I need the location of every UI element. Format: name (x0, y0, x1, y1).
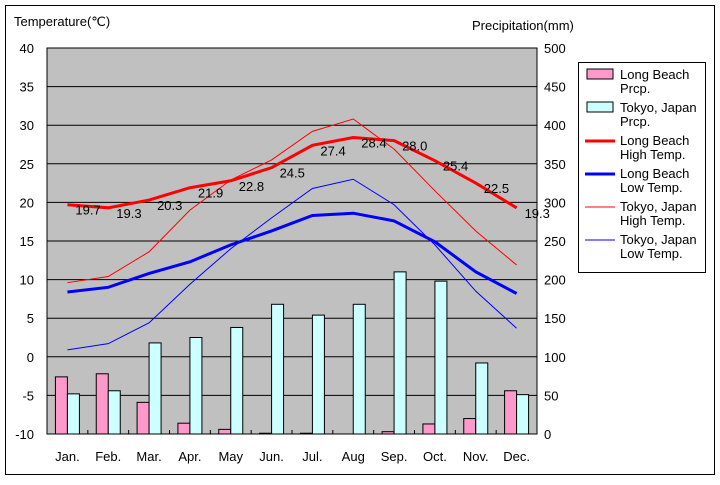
data-label: 28.4 (361, 136, 386, 151)
data-label: 21.9 (198, 186, 223, 201)
x-tick-label: Jul. (302, 449, 322, 464)
left-tick-label: 15 (20, 234, 34, 249)
left-tick-label: 0 (27, 350, 34, 365)
precip-bar (352, 303, 366, 435)
x-tick-label: Dec. (503, 449, 530, 464)
left-tick-label: 20 (20, 195, 34, 210)
y-left-label: Temperature(℃) (14, 14, 110, 29)
legend-label: Long Beach (620, 67, 689, 82)
precip-bar (230, 326, 244, 435)
precip-bar (218, 428, 232, 435)
legend-label: Prcp. (620, 81, 650, 96)
left-tick-label: 10 (20, 273, 34, 288)
right-tick-label: 0 (544, 427, 551, 442)
legend-label: Low Temp. (620, 180, 683, 195)
precip-bar (434, 280, 448, 435)
precip-bar (299, 432, 313, 435)
legend-swatch (586, 101, 614, 113)
precip-bar (463, 418, 477, 435)
precip-bar (393, 271, 407, 435)
data-label: 25.4 (443, 159, 468, 174)
legend-label: Long Beach (620, 133, 689, 148)
precip-bar (107, 390, 121, 435)
x-tick-label: Feb. (95, 449, 121, 464)
left-tick-label: 5 (27, 311, 34, 326)
data-label: 22.5 (484, 181, 509, 196)
legend-label: Tokyo, Japan (620, 199, 697, 214)
left-tick-label: -10 (15, 427, 34, 442)
data-label: 28.0 (402, 139, 427, 154)
precip-bar (177, 422, 191, 435)
temp-line (67, 178, 517, 351)
temp-line (67, 211, 518, 295)
precip-bar (189, 337, 203, 435)
data-label: 24.5 (280, 166, 305, 181)
precip-bar (422, 423, 436, 435)
precip-bar (311, 314, 325, 435)
data-label: 19.3 (525, 206, 550, 221)
legend-label: High Temp. (620, 147, 686, 162)
data-label: 19.3 (116, 206, 141, 221)
precip-bar (148, 342, 162, 435)
right-tick-label: 300 (544, 195, 566, 210)
x-tick-label: Oct. (423, 449, 447, 464)
legend-box (578, 62, 706, 273)
legend-label: Long Beach (620, 166, 689, 181)
right-tick-label: 250 (544, 234, 566, 249)
precip-bar (259, 432, 273, 435)
temp-line (67, 136, 518, 210)
right-tick-label: 350 (544, 157, 566, 172)
data-label: 22.8 (239, 179, 264, 194)
legend-label: Tokyo, Japan (620, 100, 697, 115)
x-tick-label: Mar. (136, 449, 161, 464)
precip-bar (136, 401, 150, 435)
x-tick-label: Nov. (463, 449, 489, 464)
precip-bar (381, 431, 395, 435)
left-tick-label: 40 (20, 41, 34, 56)
legend-label: Low Temp. (620, 246, 683, 261)
x-tick-label: May (218, 449, 243, 464)
precip-bar (271, 303, 285, 435)
precip-bar (504, 390, 518, 435)
precip-bar (475, 362, 489, 435)
data-label: 20.3 (157, 198, 182, 213)
legend-label: Prcp. (620, 114, 650, 129)
left-tick-label: 30 (20, 118, 34, 133)
right-tick-label: 100 (544, 350, 566, 365)
precip-bar (54, 376, 68, 435)
legend-swatch (586, 68, 614, 80)
x-tick-label: Jan. (55, 449, 80, 464)
legend-label: Tokyo, Japan (620, 232, 697, 247)
right-tick-label: 500 (544, 41, 566, 56)
temp-line (67, 118, 517, 284)
left-tick-label: -5 (22, 388, 34, 403)
right-tick-label: 400 (544, 118, 566, 133)
x-tick-label: Apr. (178, 449, 201, 464)
precip-bar (95, 373, 109, 435)
right-tick-label: 50 (544, 388, 558, 403)
y-right-label: Precipitation(mm) (472, 18, 574, 33)
x-tick-label: Jun. (259, 449, 284, 464)
left-tick-label: 25 (20, 157, 34, 172)
right-tick-label: 200 (544, 273, 566, 288)
precip-bar (66, 393, 80, 435)
x-tick-label: Aug (342, 449, 365, 464)
right-tick-label: 450 (544, 80, 566, 95)
precip-bar (516, 394, 530, 435)
data-label: 27.4 (320, 143, 345, 158)
right-tick-label: 150 (544, 311, 566, 326)
data-label: 19.7 (75, 203, 100, 218)
left-tick-label: 35 (20, 80, 34, 95)
legend-label: High Temp. (620, 213, 686, 228)
x-tick-label: Sep. (381, 449, 408, 464)
